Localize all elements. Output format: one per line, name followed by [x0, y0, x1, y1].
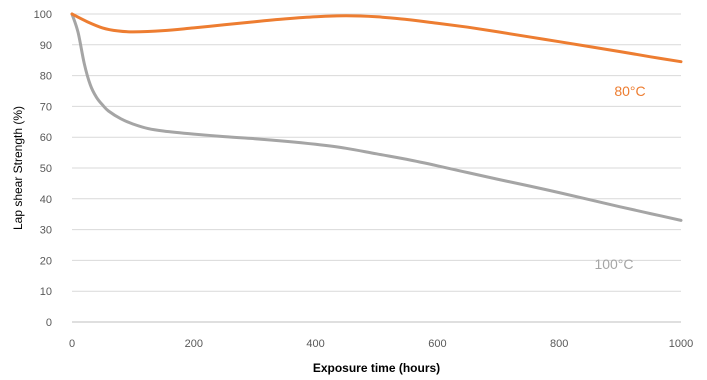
y-tick-label-60: 60 — [40, 132, 52, 144]
x-tick-label-800: 800 — [550, 338, 568, 350]
y-tick-labels: 0 10 20 30 40 50 60 70 80 90 100 — [34, 9, 52, 329]
x-tick-label-600: 600 — [428, 338, 446, 350]
gridlines — [72, 13, 681, 292]
x-tick-labels: 0 200 400 600 800 1000 — [69, 338, 693, 350]
y-tick-label-20: 20 — [40, 255, 52, 267]
y-tick-label-50: 50 — [40, 163, 52, 175]
x-tick-label-0: 0 — [69, 338, 75, 350]
y-axis-title: Lap shear Strength (%) — [11, 106, 25, 230]
x-axis-title: Exposure time (hours) — [313, 361, 440, 375]
y-tick-label-0: 0 — [46, 317, 52, 329]
series-label-80CC: 80°C — [614, 83, 645, 99]
y-tick-label-40: 40 — [40, 194, 52, 206]
y-tick-label-30: 30 — [40, 225, 52, 237]
y-tick-label-90: 90 — [40, 40, 52, 52]
y-tick-label-70: 70 — [40, 101, 52, 113]
series-lines — [70, 12, 683, 222]
x-tick-label-1000: 1000 — [669, 338, 693, 350]
y-tick-label-10: 10 — [40, 286, 52, 298]
x-tick-label-400: 400 — [306, 338, 324, 350]
series-line-100CC — [70, 12, 683, 222]
x-tick-label-200: 200 — [185, 338, 203, 350]
y-tick-label-80: 80 — [40, 71, 52, 83]
series-line-80CC — [70, 12, 683, 64]
y-tick-label-100: 100 — [34, 9, 52, 21]
series-labels: 80°C 100°C — [594, 83, 645, 272]
series-label-100CC: 100°C — [594, 256, 633, 272]
